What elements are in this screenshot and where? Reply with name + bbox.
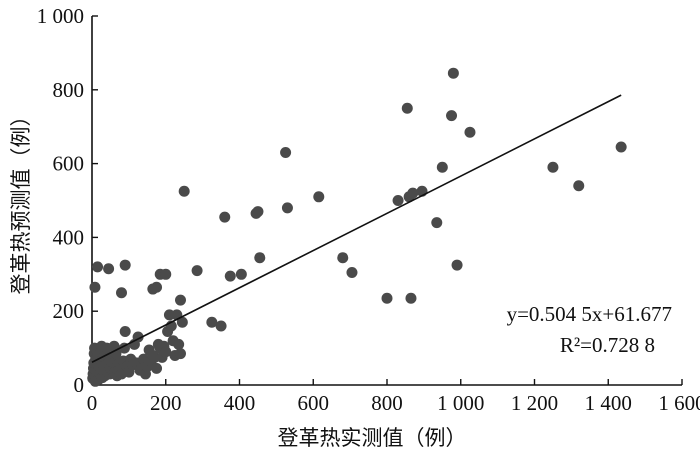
- data-point: [219, 211, 231, 223]
- data-point: [281, 202, 293, 214]
- data-point: [313, 191, 325, 203]
- data-point: [116, 287, 127, 299]
- regression-line: [91, 94, 622, 363]
- data-point: [381, 292, 393, 304]
- data-point: [191, 265, 203, 277]
- y-tick-label: 600: [53, 152, 85, 176]
- data-point: [92, 261, 104, 273]
- data-point: [151, 362, 163, 374]
- data-point: [254, 252, 266, 264]
- x-tick-label: 1 600: [658, 391, 700, 415]
- x-tick-label: 0: [87, 391, 98, 415]
- data-point: [173, 338, 185, 350]
- data-point: [89, 281, 101, 293]
- y-tick-label: 400: [53, 225, 85, 249]
- data-point: [206, 316, 218, 328]
- data-point: [547, 161, 559, 173]
- data-point: [176, 316, 188, 328]
- data-point: [175, 348, 186, 360]
- data-point: [392, 195, 404, 206]
- data-point: [337, 252, 349, 264]
- y-tick-label: 1 000: [37, 4, 84, 28]
- x-tick-label: 400: [224, 391, 256, 415]
- data-point: [235, 268, 247, 280]
- data-point: [160, 346, 172, 358]
- data-point: [151, 281, 163, 293]
- data-point: [436, 161, 448, 173]
- x-tick-label: 200: [150, 391, 182, 415]
- y-tick-label: 0: [74, 373, 85, 397]
- data-point: [224, 270, 236, 282]
- data-point: [405, 292, 417, 304]
- data-point: [431, 217, 443, 229]
- x-axis-title: 登革热实测值（例）: [278, 426, 467, 450]
- data-point: [451, 259, 463, 271]
- data-point: [215, 320, 227, 332]
- data-point: [446, 110, 458, 122]
- data-point: [119, 325, 131, 337]
- data-point: [280, 147, 292, 159]
- data-point: [160, 268, 172, 280]
- y-tick-label: 200: [53, 299, 85, 323]
- x-tick-label: 1 200: [511, 391, 558, 415]
- data-point: [119, 259, 131, 271]
- data-point: [407, 187, 419, 199]
- data-point: [447, 67, 459, 79]
- data-point: [615, 141, 627, 153]
- x-tick-label: 1 400: [585, 391, 632, 415]
- data-point: [464, 126, 476, 138]
- data-points: [87, 67, 627, 387]
- x-tick-label: 600: [298, 391, 330, 415]
- data-point: [401, 102, 413, 114]
- regression-equation: y=0.504 5x+61.677: [507, 302, 672, 326]
- x-tick-label: 1 000: [437, 391, 484, 415]
- fit-line: [91, 94, 622, 363]
- data-point: [103, 263, 115, 275]
- x-tick-label: 800: [371, 391, 403, 415]
- data-point: [573, 180, 585, 192]
- y-tick-label: 800: [53, 78, 85, 102]
- data-point: [175, 294, 186, 306]
- y-axis-title: 登革热预测值（例）: [9, 106, 33, 295]
- data-point: [346, 266, 358, 278]
- axes: 0 200 400 600 800 1 000 1 200 1 400 1 600 0 200 400…: [37, 4, 700, 415]
- data-point: [178, 185, 190, 197]
- r-squared-label: R²=0.728 8: [560, 333, 655, 357]
- data-point: [252, 206, 264, 218]
